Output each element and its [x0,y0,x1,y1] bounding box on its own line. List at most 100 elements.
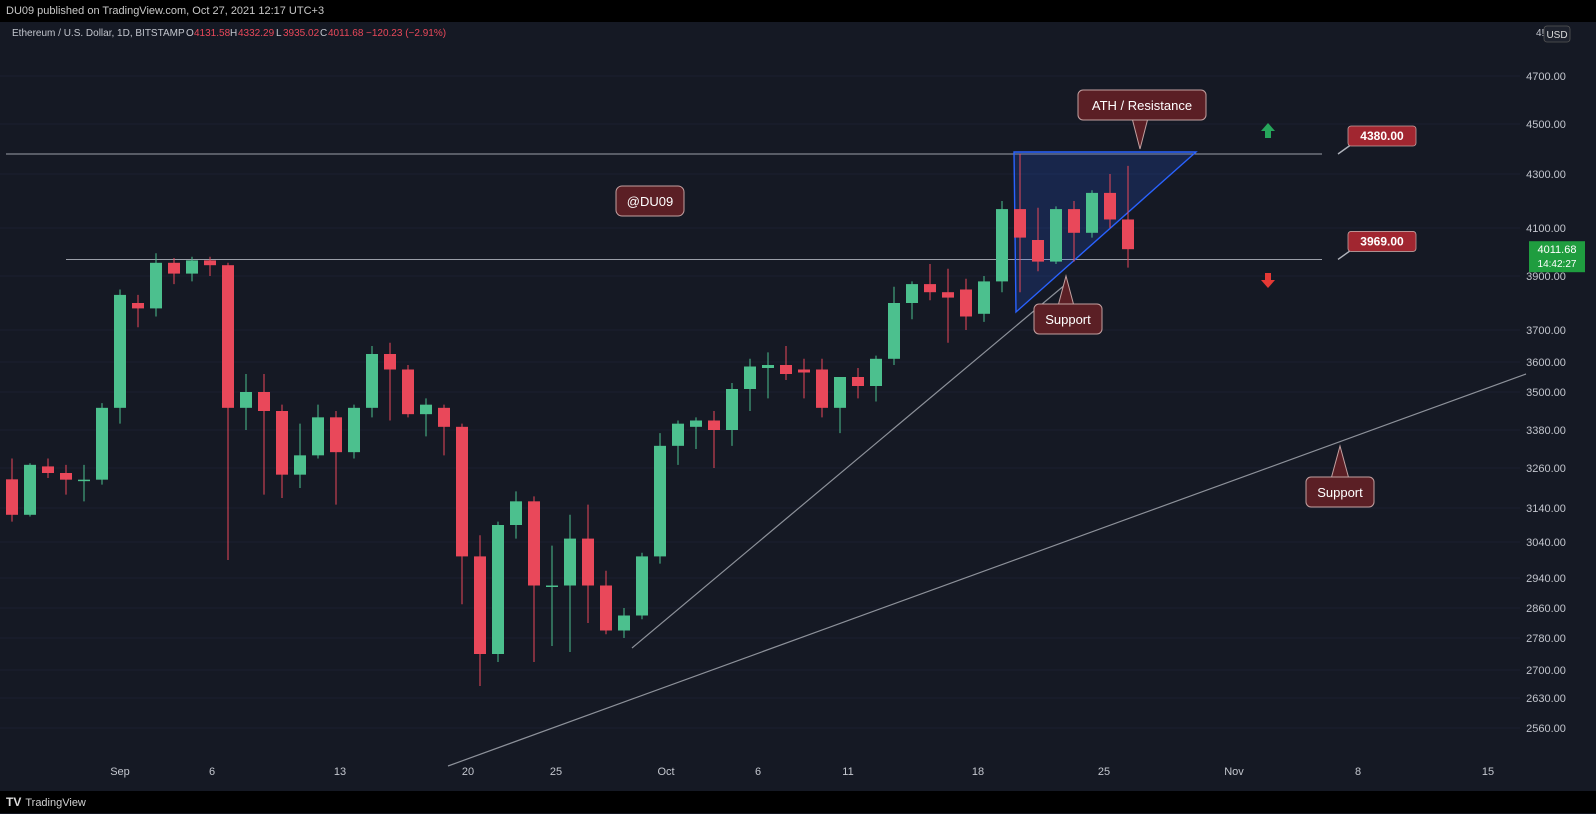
price-axis-tick: 3900.00 [1526,271,1566,283]
ath-resistance-callout[interactable]: ATH / Resistance [1077,89,1207,150]
ohlc-low: 3935.02 [283,28,320,39]
price-axis-tick: 2700.00 [1526,665,1566,677]
last-price-tag-bg [1529,241,1585,273]
candle-body [1014,209,1026,238]
price-axis-tick: 3600.00 [1526,357,1566,369]
ohlc-change: −120.23 (−2.91%) [366,28,446,39]
candle-body [330,417,342,453]
watermark-callout[interactable]: @DU09 [615,185,685,217]
price-axis-tick: 2860.00 [1526,603,1566,615]
grid-layer [0,75,1520,729]
level-tag-bg [1347,231,1417,252]
candle-body [96,407,108,480]
time-axis-tick: Nov [1224,766,1244,778]
last-price: 4011.68 [1538,244,1577,256]
footer-brand: TradingView [25,797,86,809]
candle-body [6,479,18,515]
candle-body [1122,219,1134,250]
time-axis-tick: 8 [1355,766,1361,778]
candle-body [816,369,828,408]
candle-body [978,281,990,314]
candle-body [888,303,900,359]
time-axis-tick: 6 [209,766,215,778]
ohlc-close-label: C [320,28,327,39]
last-price-tag: 4011.68 14:42:27 [1529,241,1585,273]
candle-body [672,423,684,446]
candle-body [744,366,756,389]
candle-body [438,407,450,427]
candle-body [546,585,558,587]
candle-body [384,354,396,370]
time-axis[interactable]: Sep 6 13 20 25 Oct 6 11 18 25 Nov 8 15 [110,766,1494,778]
currency-badge[interactable] [1543,25,1571,43]
price-axis-tick: 2560.00 [1526,723,1566,735]
candle-body [204,260,216,266]
candle-body [276,411,288,475]
price-axis-tick: 4300.00 [1526,169,1566,181]
candle-body [834,377,846,408]
support-1-pointer [1057,274,1075,307]
price-axis-tick: 4500.00 [1526,119,1566,131]
candle-body [654,445,666,557]
price-axis-tick: 3700.00 [1526,325,1566,337]
support-callout-2[interactable]: Support [1305,444,1375,508]
candle-body [312,417,324,456]
candle-body [24,464,36,515]
candles-layer [6,154,1134,686]
level-tag-text: 3969.00 [1360,234,1404,248]
candle-body [510,501,522,525]
ohlc-close: 4011.68 [328,28,364,39]
price-axis-tick: 2780.00 [1526,633,1566,645]
published-bar: DU09 published on TradingView.com, Oct 2… [0,0,1596,22]
candle-body [42,466,54,473]
price-axis-tick: 4700.00 [1526,71,1566,83]
drawing-layer [6,151,1527,767]
candle-body [1032,240,1044,262]
support-callout-1[interactable]: Support [1033,274,1103,335]
candle-body [150,262,162,309]
watermark-box [615,185,685,217]
time-axis-tick: Sep [110,766,130,778]
support-1-box [1033,303,1103,335]
candle-body [942,292,954,298]
annotation-layer: 4380.00 3969.00 [1337,125,1417,261]
candle-body [1086,192,1098,233]
candle-body [762,365,774,368]
candle-body [366,354,378,408]
candle-body [924,284,936,293]
ath-callout-box [1077,89,1207,121]
candle-body [258,392,270,411]
price-axis-tick: 3500.00 [1526,387,1566,399]
candle-body [1050,209,1062,262]
time-axis-tick: 25 [1098,766,1110,778]
candle-body [132,303,144,309]
ohlc-low-label: L [276,28,282,39]
time-axis-tick: 20 [462,766,474,778]
candle-body [870,358,882,386]
time-axis-tick: 6 [755,766,761,778]
chart-area[interactable]: 4380.00 3969.00 Ethereum / U.S. Dollar, 1… [0,22,1596,791]
candle-body [402,369,414,415]
support-trendline-1 [631,283,1067,649]
candle-body [474,556,486,654]
candle-body [114,294,126,408]
price-axis-tick: 3140.00 [1526,503,1566,515]
currency-label: USD [1546,30,1567,41]
countdown: 14:42:27 [1538,259,1577,270]
time-axis-tick: 18 [972,766,984,778]
ohlc-high-label: H [230,28,237,39]
candle-body [1104,192,1116,220]
candle-body [186,260,198,274]
price-chart[interactable]: 4380.00 3969.00 Ethereum / U.S. Dollar, 1… [0,22,1596,791]
ohlc-open-label: O [186,28,194,39]
watermark-text: @DU09 [627,194,673,209]
candle-body [708,420,720,430]
candle-body [60,473,72,480]
time-axis-tick: 11 [842,766,853,778]
candle-body [618,615,630,631]
candle-body [726,389,738,430]
price-axis-tick: 4100.00 [1526,223,1566,235]
candle-body [78,479,90,482]
price-axis[interactable]: 4700.00 4500.00 4300.00 4100.00 3900.00 3700.… [1526,71,1566,735]
price-axis-tick: 3260.00 [1526,463,1566,475]
